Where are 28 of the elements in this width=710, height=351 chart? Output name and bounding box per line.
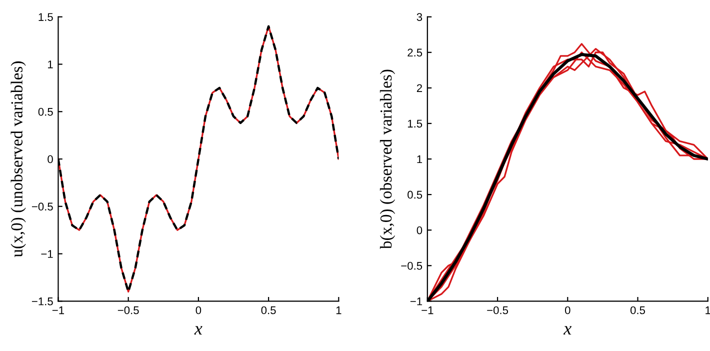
- x-tick-label: 1: [336, 306, 342, 314]
- y-tick-label: 0: [416, 226, 422, 234]
- x-tick-label: 1: [706, 306, 710, 314]
- y-axis-title: u(x,0) (unobserved variables): [10, 61, 26, 258]
- y-tick-label: 1.5: [38, 13, 53, 21]
- y-tick-label: 2.5: [408, 48, 422, 57]
- x-axis-title: x: [563, 326, 572, 334]
- y-tick-label: −1: [41, 250, 53, 258]
- y-tick-label: −1: [410, 298, 422, 306]
- y-tick-label: 0: [48, 155, 53, 164]
- y-tick-label: −0.5: [32, 202, 53, 211]
- y-tick-label: 0.5: [38, 108, 53, 116]
- x-axis-title: x: [194, 326, 202, 334]
- y-tick-label: 1: [417, 155, 422, 164]
- y-tick-label: 2: [416, 84, 422, 92]
- y-tick-label: −0.5: [401, 262, 422, 270]
- x-tick-label: 0.5: [261, 306, 276, 314]
- y-tick-label: 0.5: [408, 190, 422, 199]
- y-tick-label: −1.5: [32, 298, 53, 306]
- x-tick-label: 0.5: [630, 306, 646, 314]
- y-tick-label: 1.5: [408, 120, 422, 128]
- y-tick-label: 3: [416, 13, 422, 21]
- y-tick-label: 1: [48, 60, 53, 68]
- x-tick-label: −0.5: [487, 306, 508, 314]
- x-tick-label: 0: [564, 306, 570, 314]
- x-tick-label: −0.5: [118, 306, 139, 314]
- y-axis-title: b(x,0) (observed variables): [380, 70, 396, 250]
- x-tick-label: 0: [196, 306, 202, 314]
